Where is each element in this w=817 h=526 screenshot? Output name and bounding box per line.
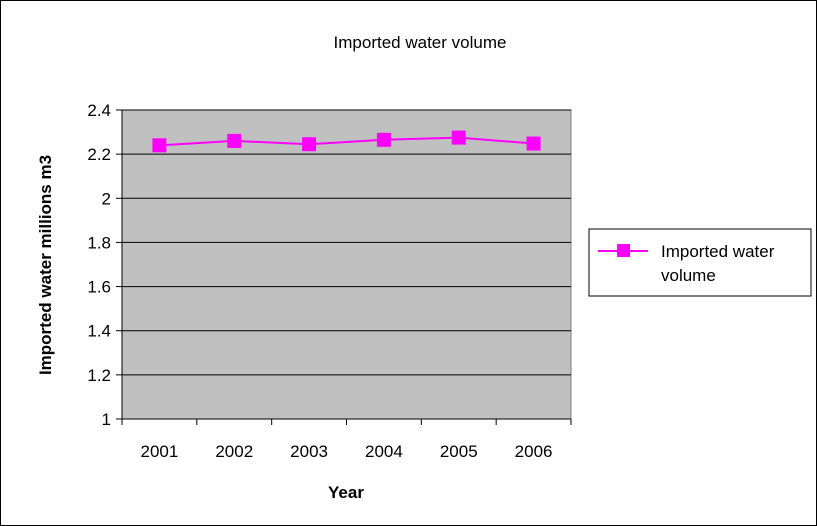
- data-point-marker: [376, 132, 391, 147]
- chart-title: Imported water volume: [334, 33, 507, 52]
- legend-label-line-2: volume: [661, 266, 716, 285]
- series-markers: [152, 130, 541, 153]
- x-axis: 2001 2002 2003 2004 2005 2006: [121, 418, 572, 461]
- x-tick-label: 2004: [365, 442, 403, 461]
- legend-box: [588, 228, 812, 297]
- x-tick-label: 2005: [440, 442, 478, 461]
- series-line: [159, 136, 534, 147]
- y-tick-label: 1.6: [87, 278, 111, 297]
- y-axis: 1 1.2 1.4 1.6 1.8 2 2.2 2.4: [87, 101, 123, 429]
- y-axis-title: Imported water millions m3: [36, 155, 55, 375]
- y-tick-label: 2: [102, 189, 111, 208]
- y-tick-label: 2.2: [87, 145, 111, 164]
- y-tick-label: 1: [102, 410, 111, 429]
- y-tick-label: 1.8: [87, 233, 111, 252]
- data-point-marker: [227, 133, 242, 148]
- data-point-marker: [451, 130, 466, 145]
- x-tick-label: 2002: [215, 442, 253, 461]
- x-axis-title: Year: [328, 483, 364, 502]
- legend-label-line-1: Imported water: [661, 242, 775, 261]
- y-tick-label: 1.4: [87, 322, 111, 341]
- data-point-marker: [302, 137, 317, 152]
- y-tick-label: 2.4: [87, 101, 111, 120]
- plot-area: [121, 109, 572, 420]
- y-tick-label: 1.2: [87, 366, 111, 385]
- x-tick-label: 2001: [141, 442, 179, 461]
- x-tick-label: 2006: [515, 442, 553, 461]
- x-tick-label: 2003: [290, 442, 328, 461]
- data-point-marker: [526, 136, 541, 151]
- svg-text:Imported water volume: Imported water volume: [661, 242, 779, 285]
- gridlines: [122, 109, 571, 376]
- legend: Imported water volume: [588, 228, 812, 297]
- series-line-group: [159, 136, 534, 147]
- legend-marker: [617, 244, 630, 257]
- data-point-marker: [152, 138, 167, 153]
